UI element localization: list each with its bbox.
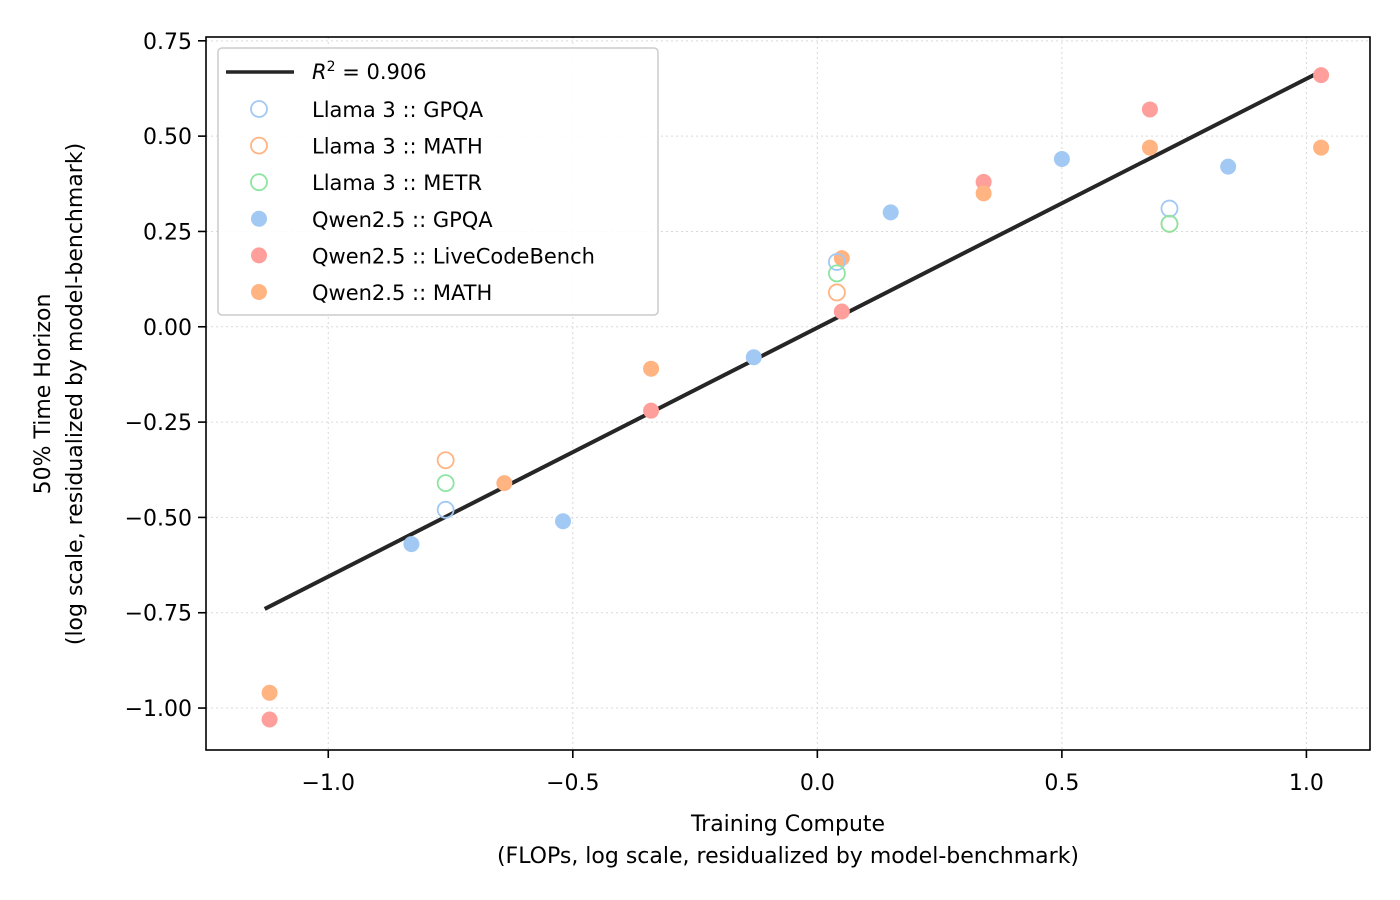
data-point	[261, 711, 278, 728]
legend-marker	[250, 173, 268, 192]
x-tick-label: 1.0	[1289, 771, 1324, 796]
y-tick-label: 0.75	[143, 30, 192, 55]
data-point	[828, 253, 846, 271]
y-axis: −1.00 −0.75 −0.50 −0.25 0.00 0.25 0.50 0.75	[125, 30, 206, 722]
legend-marker	[250, 100, 268, 118]
data-point	[1220, 158, 1237, 175]
data-point	[975, 185, 992, 202]
data-point	[1141, 139, 1158, 156]
legend-label: Qwen2.5 :: MATH	[312, 281, 492, 305]
data-point	[882, 204, 899, 221]
legend-label: Qwen2.5 :: GPQA	[312, 208, 493, 232]
x-tick-label: −1.0	[302, 771, 355, 796]
plot-frame	[205, 36, 1371, 751]
legend-marker	[251, 247, 267, 264]
data-point	[975, 173, 992, 190]
data-point	[403, 536, 420, 553]
data-point	[643, 402, 660, 419]
fit-line	[263, 69, 1322, 611]
y-axis-label: 50% Time Horizon	[31, 294, 56, 495]
legend-label: Qwen2.5 :: LiveCodeBench	[312, 244, 595, 268]
data-point	[1313, 67, 1330, 84]
data-point	[436, 500, 455, 519]
legend-box	[217, 47, 659, 316]
data-point	[828, 264, 846, 283]
fit-line-layer	[263, 69, 1322, 611]
legend-label-fit-line: R2 = 0.906	[312, 59, 427, 84]
legend-label: Llama 3 :: GPQA	[312, 98, 484, 122]
x-axis: −1.0 −0.5 0.0 0.5 1.0	[302, 750, 1324, 796]
data-point	[261, 684, 278, 701]
y-tick-label: 0.00	[143, 316, 192, 341]
data-point	[436, 474, 455, 493]
y-tick-label: −0.25	[125, 411, 192, 436]
data-points	[261, 67, 1330, 728]
legend-marker	[251, 210, 267, 227]
data-point	[833, 303, 850, 320]
data-point	[1160, 199, 1179, 218]
data-point	[745, 349, 762, 366]
data-point	[643, 360, 660, 377]
data-point	[833, 250, 850, 267]
data-point	[1053, 151, 1070, 168]
y-axis-sublabel: (log scale, residualized by model-benchm…	[63, 143, 88, 645]
data-point	[828, 283, 846, 302]
data-point	[436, 451, 455, 470]
x-axis-sublabel: (FLOPs, log scale, residualized by model…	[497, 844, 1079, 869]
y-tick-label: 0.50	[143, 125, 192, 150]
x-tick-label: 0.0	[800, 771, 835, 796]
data-point	[496, 475, 513, 492]
x-axis-label: Training Compute	[690, 812, 885, 837]
legend-marker	[251, 284, 267, 300]
legend-label: Llama 3 :: MATH	[312, 135, 483, 159]
y-tick-label: −0.75	[125, 602, 192, 627]
y-tick-label: −0.50	[125, 506, 192, 531]
y-tick-label: −1.00	[125, 697, 192, 722]
data-point	[1160, 214, 1179, 233]
legend-label: Llama 3 :: METR	[312, 171, 482, 195]
legend-marker	[250, 136, 268, 155]
x-tick-label: −0.5	[546, 771, 599, 796]
grid	[206, 37, 1370, 750]
data-point	[555, 513, 572, 530]
data-point	[1141, 101, 1158, 118]
y-tick-label: 0.25	[143, 220, 192, 245]
data-point	[1313, 139, 1330, 156]
x-tick-label: 0.5	[1044, 771, 1079, 796]
